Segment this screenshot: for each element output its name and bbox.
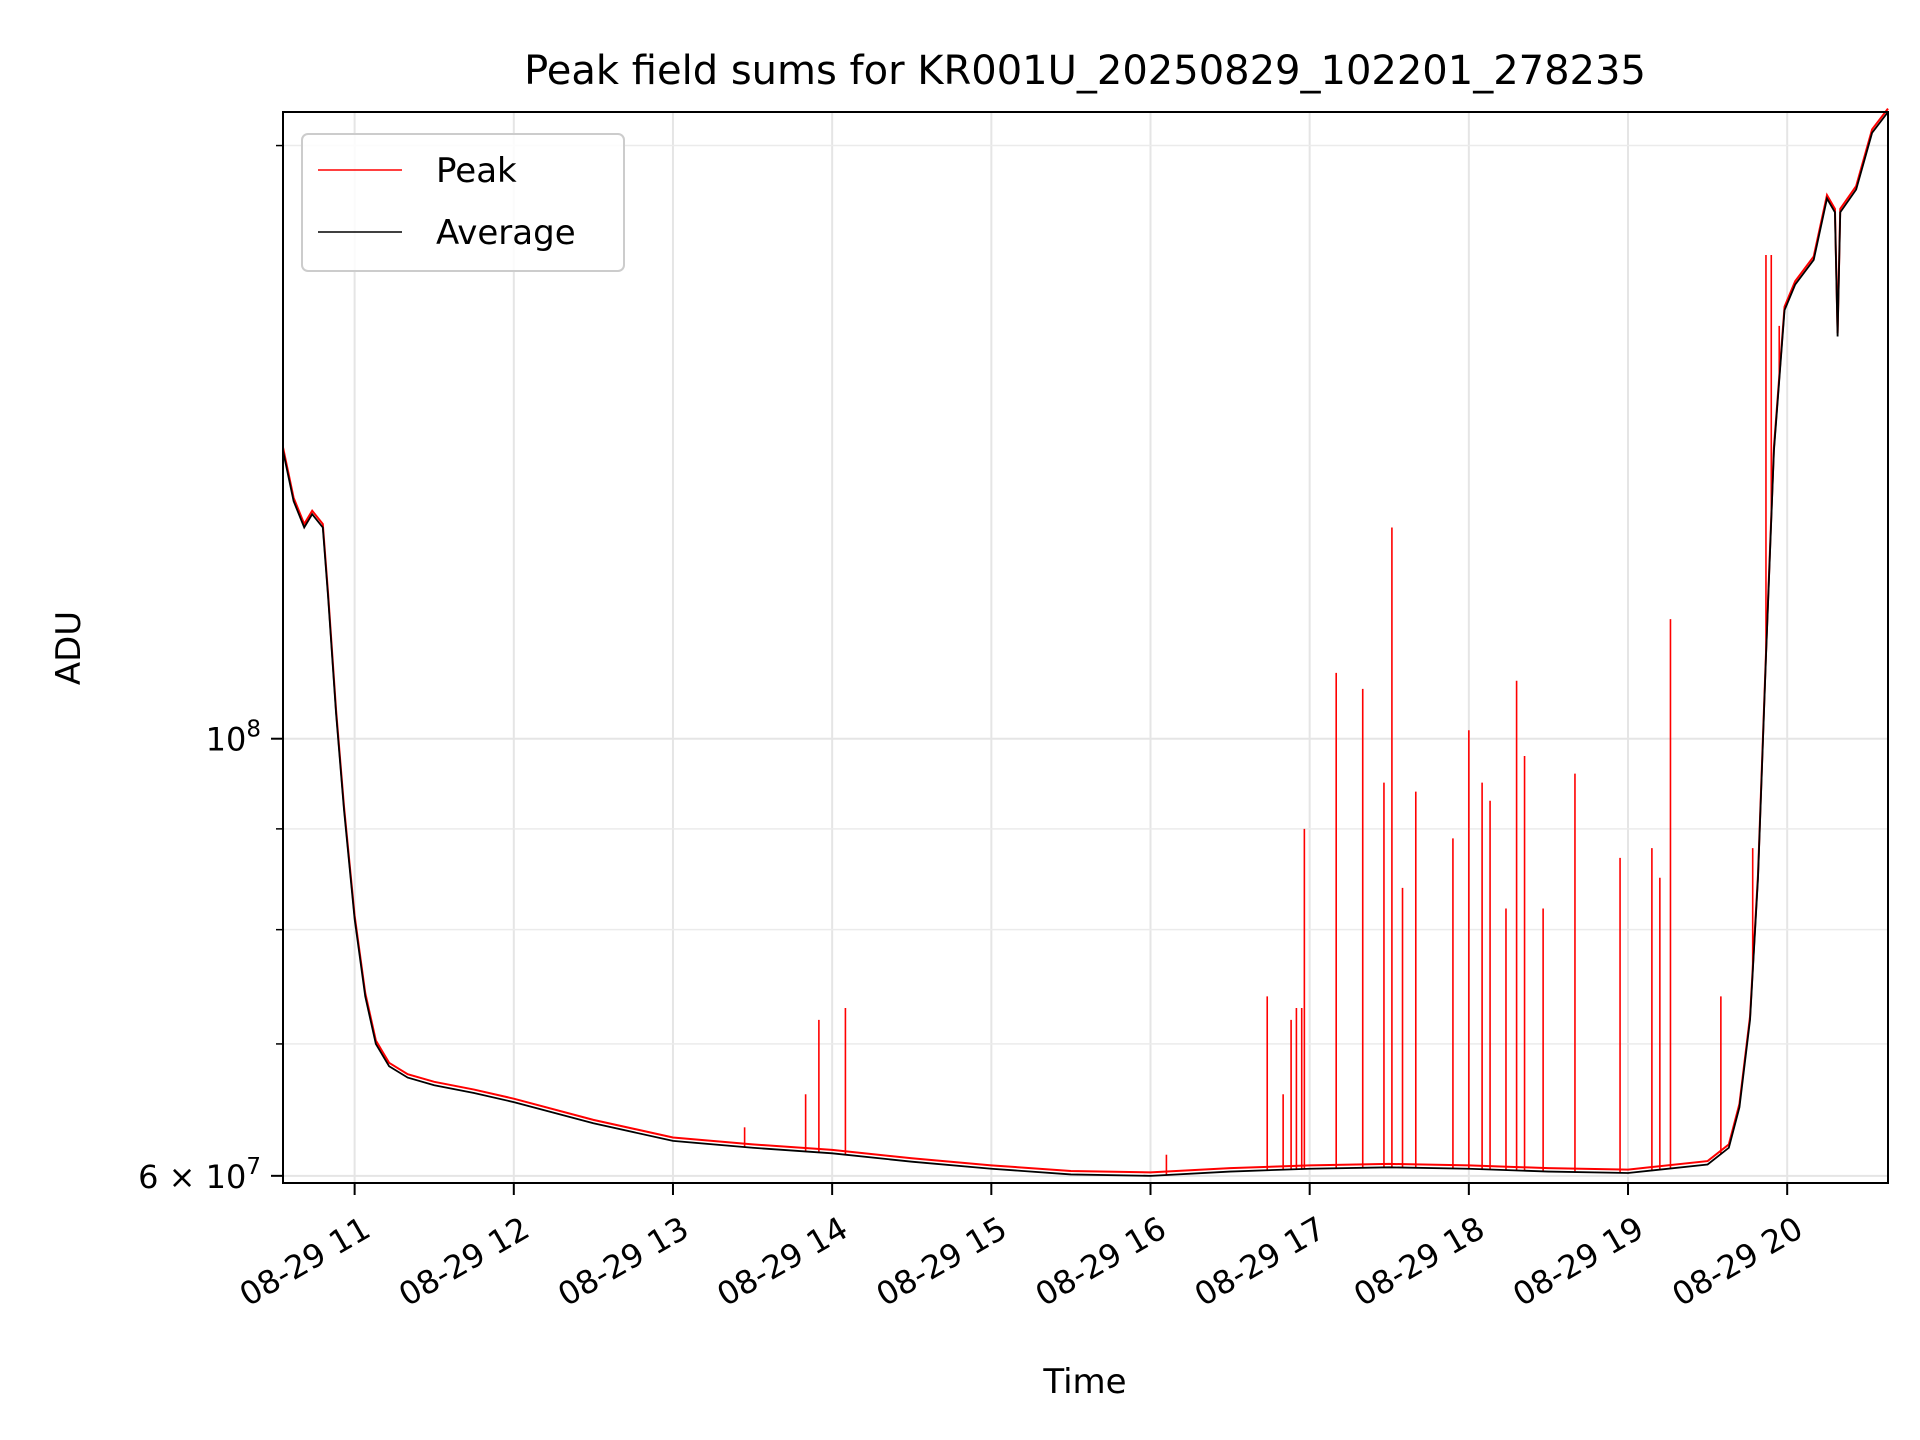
- x-tick-label: 08-29 18: [1347, 1209, 1491, 1314]
- plot-lines: [282, 107, 1889, 1177]
- grid: [283, 112, 1888, 1183]
- legend-box: [301, 133, 625, 272]
- x-axis-label: Time: [1042, 1362, 1126, 1402]
- x-tick-label: 08-29 20: [1666, 1209, 1810, 1314]
- x-tick-label: 08-29 14: [711, 1209, 855, 1314]
- x-tick-label: 08-29 12: [392, 1209, 536, 1314]
- x-tick-label: 08-29 16: [1029, 1209, 1173, 1314]
- y-tick-label: 6 × 107: [138, 1154, 261, 1196]
- x-tick-label: 08-29 19: [1506, 1209, 1650, 1314]
- average-series-line: [282, 111, 1889, 1177]
- legend-label-peak: Peak: [436, 151, 517, 191]
- plot-frame: [282, 111, 1889, 1184]
- y-axis: 6 × 107 108: [138, 144, 283, 1196]
- legend-label-average: Average: [436, 213, 576, 253]
- chart-title: Peak field sums for KR001U_20250829_1022…: [524, 48, 1646, 94]
- x-tick-label: 08-29 17: [1188, 1209, 1332, 1314]
- x-tick-label: 08-29 15: [870, 1209, 1014, 1314]
- x-tick-label: 08-29 13: [551, 1209, 695, 1314]
- x-axis: 08-29 11 08-29 12 08-29 13 08-29 14 08-29 15…: [233, 1183, 1809, 1314]
- legend: Peak Average: [301, 133, 625, 272]
- y-tick-label: 108: [206, 717, 261, 759]
- x-tick-label: 08-29 11: [233, 1209, 377, 1314]
- y-axis-label: ADU: [49, 611, 89, 685]
